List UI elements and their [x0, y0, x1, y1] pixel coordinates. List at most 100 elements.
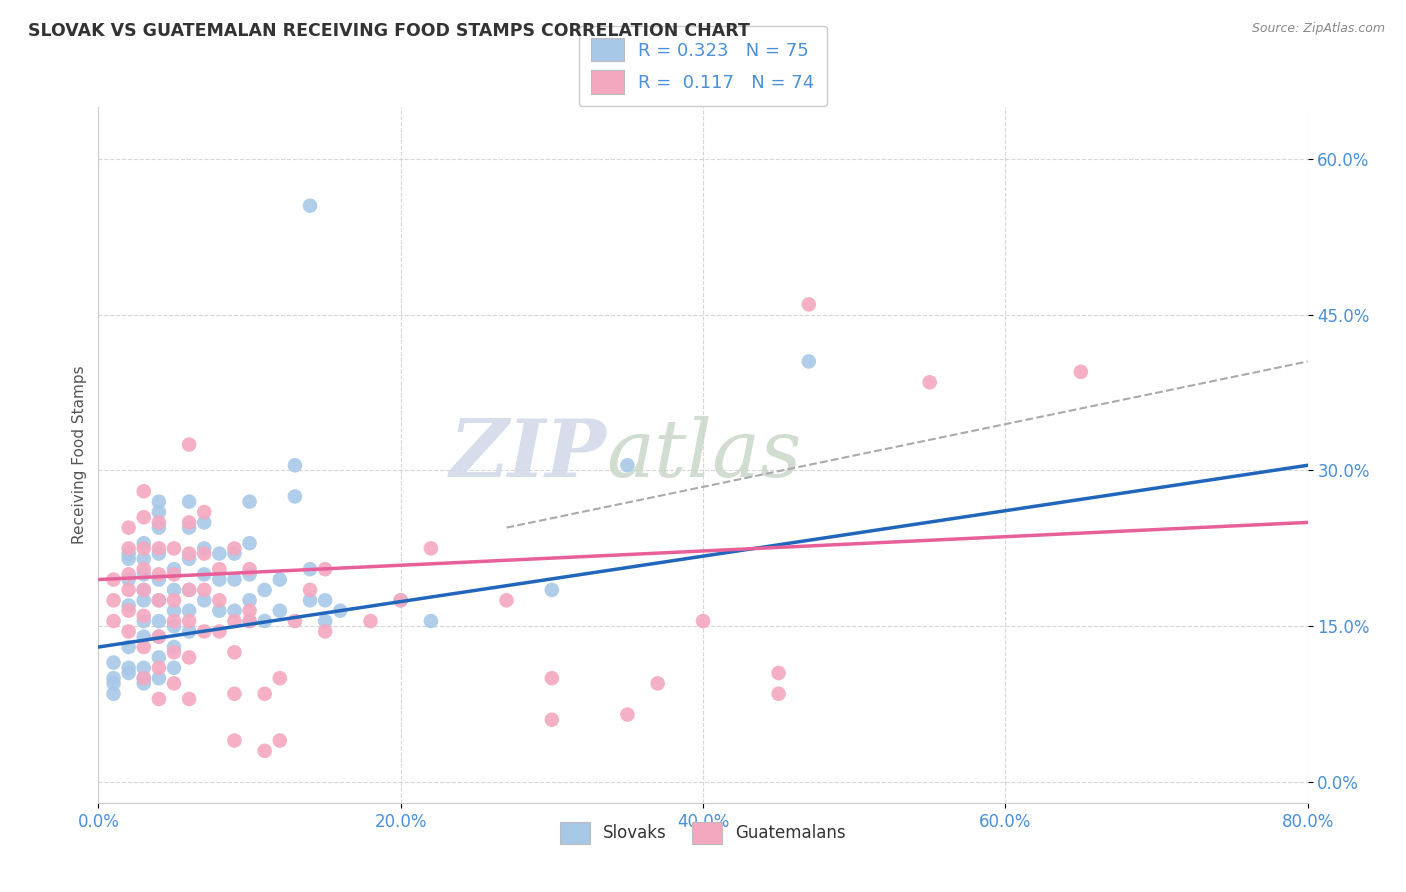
Point — [389, 593, 412, 607]
Point — [239, 494, 262, 508]
Point — [148, 593, 170, 607]
Point — [132, 671, 155, 685]
Point — [239, 614, 262, 628]
Point — [329, 604, 352, 618]
Point — [224, 733, 246, 747]
Point — [132, 582, 155, 597]
Point — [253, 614, 276, 628]
Point — [118, 640, 141, 654]
Point — [299, 593, 322, 607]
Point — [132, 510, 155, 524]
Text: Source: ZipAtlas.com: Source: ZipAtlas.com — [1251, 22, 1385, 36]
Point — [179, 650, 201, 665]
Point — [163, 676, 186, 690]
Point — [269, 573, 291, 587]
Point — [253, 744, 276, 758]
Point — [163, 593, 186, 607]
Point — [208, 562, 231, 576]
Text: SLOVAK VS GUATEMALAN RECEIVING FOOD STAMPS CORRELATION CHART: SLOVAK VS GUATEMALAN RECEIVING FOOD STAM… — [28, 22, 749, 40]
Point — [647, 676, 669, 690]
Point — [132, 640, 155, 654]
Point — [132, 630, 155, 644]
Y-axis label: Receiving Food Stamps: Receiving Food Stamps — [72, 366, 87, 544]
Point — [314, 624, 336, 639]
Point — [193, 582, 215, 597]
Point — [148, 541, 170, 556]
Point — [179, 547, 201, 561]
Point — [314, 614, 336, 628]
Point — [314, 593, 336, 607]
Point — [179, 494, 201, 508]
Point — [224, 614, 246, 628]
Point — [103, 687, 125, 701]
Point — [132, 567, 155, 582]
Point — [224, 573, 246, 587]
Point — [132, 551, 155, 566]
Point — [118, 520, 141, 534]
Point — [103, 573, 125, 587]
Point — [540, 671, 562, 685]
Point — [540, 713, 562, 727]
Point — [118, 582, 141, 597]
Point — [239, 567, 262, 582]
Point — [132, 536, 155, 550]
Point — [179, 604, 201, 618]
Point — [132, 671, 155, 685]
Point — [132, 541, 155, 556]
Point — [269, 671, 291, 685]
Point — [148, 593, 170, 607]
Point — [163, 619, 186, 633]
Point — [148, 671, 170, 685]
Point — [103, 593, 125, 607]
Point — [148, 630, 170, 644]
Point — [118, 541, 141, 556]
Legend: Slovaks, Guatemalans: Slovaks, Guatemalans — [550, 813, 856, 854]
Point — [208, 624, 231, 639]
Point — [208, 547, 231, 561]
Point — [420, 614, 443, 628]
Point — [163, 541, 186, 556]
Point — [193, 516, 215, 530]
Point — [179, 551, 201, 566]
Point — [148, 494, 170, 508]
Point — [148, 614, 170, 628]
Point — [616, 458, 638, 473]
Point — [253, 687, 276, 701]
Point — [1070, 365, 1092, 379]
Point — [239, 593, 262, 607]
Point — [148, 650, 170, 665]
Point — [918, 376, 941, 390]
Point — [193, 547, 215, 561]
Point — [253, 582, 276, 597]
Point — [179, 437, 201, 451]
Point — [284, 458, 307, 473]
Text: atlas: atlas — [606, 417, 801, 493]
Point — [103, 671, 125, 685]
Point — [269, 604, 291, 618]
Point — [179, 520, 201, 534]
Point — [224, 547, 246, 561]
Point — [540, 582, 562, 597]
Point — [389, 593, 412, 607]
Point — [163, 661, 186, 675]
Point — [299, 562, 322, 576]
Point — [163, 562, 186, 576]
Point — [193, 567, 215, 582]
Point — [797, 297, 820, 311]
Point — [768, 665, 790, 680]
Point — [118, 573, 141, 587]
Point — [132, 582, 155, 597]
Point — [148, 505, 170, 519]
Point — [118, 547, 141, 561]
Point — [132, 614, 155, 628]
Point — [148, 567, 170, 582]
Point — [118, 604, 141, 618]
Point — [224, 687, 246, 701]
Point — [103, 614, 125, 628]
Point — [284, 614, 307, 628]
Point — [179, 582, 201, 597]
Point — [179, 582, 201, 597]
Point — [299, 199, 322, 213]
Point — [193, 541, 215, 556]
Point — [768, 687, 790, 701]
